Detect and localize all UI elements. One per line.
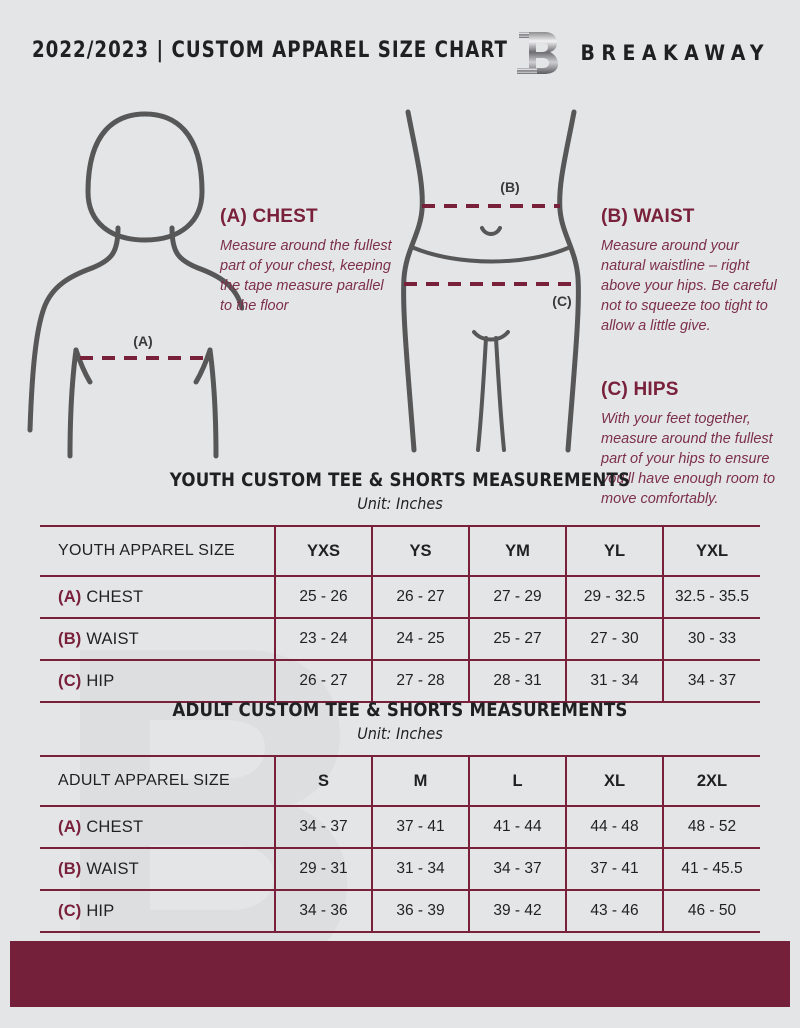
youth-hip-ym: 28 - 31 bbox=[468, 659, 566, 703]
youth-chest-yxl: 32.5 - 35.5 bbox=[662, 575, 760, 619]
page-title: 2022/2023 | CUSTOM APPAREL SIZE CHART bbox=[32, 38, 508, 63]
adult-waist-2xl: 41 - 45.5 bbox=[662, 847, 760, 891]
instruction-waist: (B) WAIST Measure around your natural wa… bbox=[601, 206, 781, 336]
table-row: (C) HIP 26 - 27 27 - 28 28 - 31 31 - 34 … bbox=[40, 659, 760, 703]
svg-text:(B): (B) bbox=[500, 179, 519, 195]
instruction-chest-heading: (A) CHEST bbox=[220, 206, 318, 227]
adult-column-l: L bbox=[468, 755, 566, 807]
adult-column-m: M bbox=[371, 755, 469, 807]
instruction-hips-heading: (C) HIPS bbox=[601, 379, 679, 400]
adult-hip-xl: 43 - 46 bbox=[565, 889, 663, 933]
row-tag: (B) bbox=[58, 629, 82, 648]
youth-row-label-chest: (A) CHEST bbox=[40, 575, 275, 619]
row-label: WAIST bbox=[86, 859, 139, 878]
adult-table-title: ADULT CUSTOM TEE & SHORTS MEASUREMENTS bbox=[172, 700, 628, 721]
row-tag: (C) bbox=[58, 901, 82, 920]
youth-chest-yl: 29 - 32.5 bbox=[565, 575, 663, 619]
adult-column-2xl: 2XL bbox=[662, 755, 760, 807]
youth-column-yxl: YXL bbox=[662, 525, 760, 577]
youth-waist-ym: 25 - 27 bbox=[468, 617, 566, 661]
youth-size-section: YOUTH CUSTOM TEE & SHORTS MEASUREMENTS U… bbox=[0, 470, 800, 703]
table-header-row: ADULT APPAREL SIZE S M L XL 2XL bbox=[40, 755, 760, 807]
youth-column-ys: YS bbox=[371, 525, 469, 577]
table-row: (A) CHEST 34 - 37 37 - 41 41 - 44 44 - 4… bbox=[40, 805, 760, 849]
footer-bar bbox=[10, 941, 790, 1007]
youth-hip-ys: 27 - 28 bbox=[371, 659, 469, 703]
youth-hip-yxl: 34 - 37 bbox=[662, 659, 760, 703]
row-label: HIP bbox=[86, 671, 115, 690]
adult-header-label: ADULT APPAREL SIZE bbox=[40, 755, 275, 807]
row-tag: (A) bbox=[58, 817, 82, 836]
youth-waist-yxl: 30 - 33 bbox=[662, 617, 760, 661]
adult-chest-s: 34 - 37 bbox=[274, 805, 372, 849]
youth-waist-ys: 24 - 25 bbox=[371, 617, 469, 661]
row-tag: (C) bbox=[58, 671, 82, 690]
youth-table-title: YOUTH CUSTOM TEE & SHORTS MEASUREMENTS bbox=[169, 470, 631, 491]
adult-waist-xl: 37 - 41 bbox=[565, 847, 663, 891]
instruction-chest-body: Measure around the fullest part of your … bbox=[220, 238, 392, 314]
adult-hip-2xl: 46 - 50 bbox=[662, 889, 760, 933]
adult-hip-s: 34 - 36 bbox=[274, 889, 372, 933]
adult-chest-m: 37 - 41 bbox=[371, 805, 469, 849]
adult-size-section: ADULT CUSTOM TEE & SHORTS MEASUREMENTS U… bbox=[0, 700, 800, 933]
youth-hip-yl: 31 - 34 bbox=[565, 659, 663, 703]
row-tag: (A) bbox=[58, 587, 82, 606]
adult-chest-xl: 44 - 48 bbox=[565, 805, 663, 849]
youth-size-table: YOUTH APPAREL SIZE YXS YS YM YL YXL (A) … bbox=[40, 525, 760, 703]
youth-table-subtitle: Unit: Inches bbox=[357, 494, 443, 513]
instruction-hips-body: With your feet together, measure around … bbox=[601, 411, 776, 507]
measurement-diagram: (A) (B) (C) bbox=[0, 96, 800, 507]
brand-name: BREAKAWAY bbox=[580, 41, 770, 65]
youth-chest-yxs: 25 - 26 bbox=[274, 575, 372, 619]
instruction-chest: (A) CHEST Measure around the fullest par… bbox=[220, 206, 395, 316]
page-header: 2022/2023 | CUSTOM APPAREL SIZE CHART bbox=[0, 0, 800, 96]
adult-waist-s: 29 - 31 bbox=[274, 847, 372, 891]
table-row: (C) HIP 34 - 36 36 - 39 39 - 42 43 - 46 … bbox=[40, 889, 760, 933]
adult-row-label-hip: (C) HIP bbox=[40, 889, 275, 933]
youth-chest-ys: 26 - 27 bbox=[371, 575, 469, 619]
instruction-hips: (C) HIPS With your feet together, measur… bbox=[601, 379, 781, 509]
table-header-row: YOUTH APPAREL SIZE YXS YS YM YL YXL bbox=[40, 525, 760, 577]
table-row: (A) CHEST 25 - 26 26 - 27 27 - 29 29 - 3… bbox=[40, 575, 760, 619]
row-tag: (B) bbox=[58, 859, 82, 878]
youth-row-label-waist: (B) WAIST bbox=[40, 617, 275, 661]
youth-column-yxs: YXS bbox=[274, 525, 372, 577]
brand-lockup: BREAKAWAY bbox=[515, 30, 771, 76]
upper-body-outline-figure: (A) bbox=[14, 100, 245, 465]
adult-column-s: S bbox=[274, 755, 372, 807]
youth-row-label-hip: (C) HIP bbox=[40, 659, 275, 703]
youth-hip-yxs: 26 - 27 bbox=[274, 659, 372, 703]
breakaway-b-logo-icon bbox=[515, 30, 559, 76]
lower-body-outline-figure: (B) (C) bbox=[392, 106, 592, 461]
svg-text:(C): (C) bbox=[552, 293, 571, 309]
youth-column-ym: YM bbox=[468, 525, 566, 577]
instruction-waist-heading: (B) WAIST bbox=[601, 206, 695, 227]
row-label: HIP bbox=[86, 901, 115, 920]
table-row: (B) WAIST 29 - 31 31 - 34 34 - 37 37 - 4… bbox=[40, 847, 760, 891]
youth-column-yl: YL bbox=[565, 525, 663, 577]
adult-waist-m: 31 - 34 bbox=[371, 847, 469, 891]
youth-waist-yxs: 23 - 24 bbox=[274, 617, 372, 661]
instruction-waist-body: Measure around your natural waistline – … bbox=[601, 238, 777, 334]
adult-hip-m: 36 - 39 bbox=[371, 889, 469, 933]
table-row: (B) WAIST 23 - 24 24 - 25 25 - 27 27 - 3… bbox=[40, 617, 760, 661]
adult-row-label-waist: (B) WAIST bbox=[40, 847, 275, 891]
adult-chest-l: 41 - 44 bbox=[468, 805, 566, 849]
adult-row-label-chest: (A) CHEST bbox=[40, 805, 275, 849]
row-label: WAIST bbox=[86, 629, 139, 648]
adult-hip-l: 39 - 42 bbox=[468, 889, 566, 933]
adult-table-subtitle: Unit: Inches bbox=[357, 724, 443, 743]
adult-column-xl: XL bbox=[565, 755, 663, 807]
adult-chest-2xl: 48 - 52 bbox=[662, 805, 760, 849]
row-label: CHEST bbox=[86, 817, 144, 836]
row-label: CHEST bbox=[86, 587, 144, 606]
adult-size-table: ADULT APPAREL SIZE S M L XL 2XL (A) CHES… bbox=[40, 755, 760, 933]
youth-header-label: YOUTH APPAREL SIZE bbox=[40, 525, 275, 577]
youth-chest-ym: 27 - 29 bbox=[468, 575, 566, 619]
adult-waist-l: 34 - 37 bbox=[468, 847, 566, 891]
svg-text:(A): (A) bbox=[133, 333, 152, 349]
youth-waist-yl: 27 - 30 bbox=[565, 617, 663, 661]
